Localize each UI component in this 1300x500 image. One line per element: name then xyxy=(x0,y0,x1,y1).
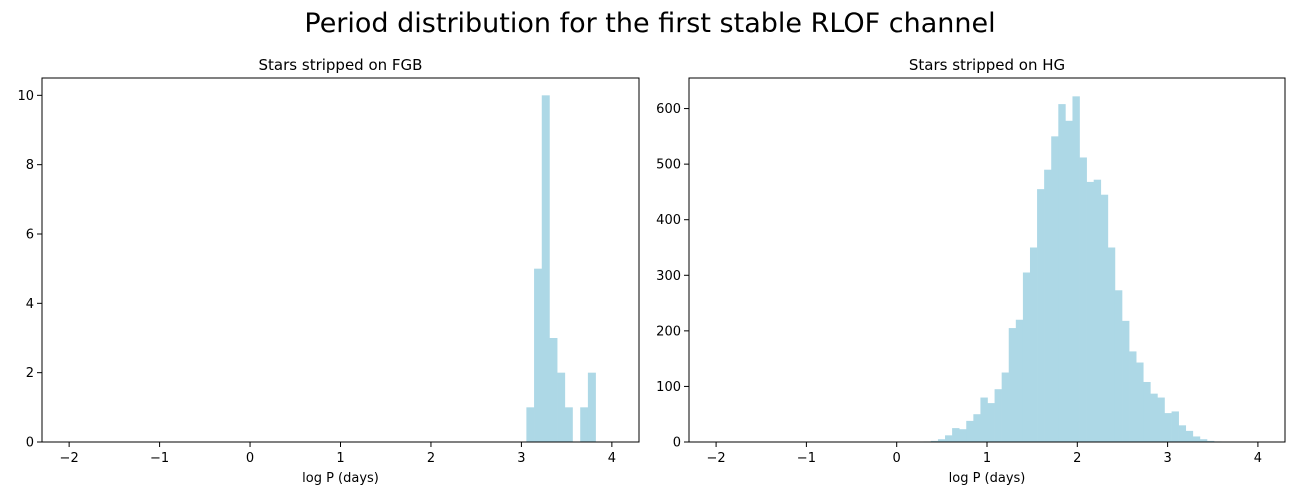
hg-bar-12 xyxy=(1008,328,1017,442)
fgb-x-tick-label-1: −1 xyxy=(150,451,169,466)
fgb-y-tick-label-4: 8 xyxy=(26,158,34,173)
hg-y-tick-label-4: 400 xyxy=(656,213,681,228)
hg-bar-26 xyxy=(1107,247,1116,442)
fgb-y-tick-label-1: 2 xyxy=(26,366,34,381)
fgb-y-axis: 0 2 4 6 8 10 xyxy=(17,89,42,451)
hg-bar-3 xyxy=(945,435,953,442)
hg-y-tick-label-2: 200 xyxy=(656,324,681,339)
panel-fgb: Stars stripped on FGB −2 −1 0 1 2 3 4 0246810 … xyxy=(17,56,640,486)
hg-bar-28 xyxy=(1122,320,1130,442)
hg-bar-29 xyxy=(1129,351,1137,442)
fgb-bar-7 xyxy=(587,372,596,442)
hg-y-tick-label-1: 100 xyxy=(656,380,681,395)
hg-x-tick-label-3: 1 xyxy=(983,451,991,466)
fgb-x-tick-label-0: −2 xyxy=(60,451,79,466)
panel-title-hg: Stars stripped on HG xyxy=(909,56,1065,74)
hg-bar-20 xyxy=(1065,120,1073,443)
fgb-x-tick-label-3: 1 xyxy=(336,451,344,466)
hg-bar-1 xyxy=(930,440,939,442)
hg-bar-34 xyxy=(1164,413,1172,442)
hg-bar-17 xyxy=(1044,169,1052,443)
fgb-y-tick-label-2: 4 xyxy=(26,297,34,312)
panel-title-fgb: Stars stripped on FGB xyxy=(259,56,423,74)
hg-x-tick-label-1: −1 xyxy=(797,451,816,466)
fgb-bars xyxy=(526,95,596,442)
hg-bar-25 xyxy=(1100,194,1109,442)
hg-bar-14 xyxy=(1022,272,1031,442)
hg-bar-6 xyxy=(966,420,974,442)
fgb-y-tick-label-3: 6 xyxy=(26,228,34,243)
hg-x-tick-label-5: 3 xyxy=(1163,451,1171,466)
hg-bar-33 xyxy=(1157,397,1165,442)
hg-x-tick-label-2: 0 xyxy=(893,451,901,466)
hg-bar-30 xyxy=(1136,362,1144,442)
fgb-x-tick-label-4: 2 xyxy=(427,451,435,466)
figure-title: Period distribution for the first stable… xyxy=(304,8,995,39)
hg-bar-18 xyxy=(1051,136,1059,443)
hg-bar-2 xyxy=(937,439,946,442)
hg-y-axis: 0 100 200 300 400 500 600 xyxy=(656,102,689,451)
fgb-bar-0 xyxy=(526,407,535,442)
fgb-bar-5 xyxy=(564,407,573,442)
hg-bar-10 xyxy=(994,389,1002,442)
hg-bar-27 xyxy=(1114,290,1123,442)
hg-bar-31 xyxy=(1143,381,1151,442)
fgb-bar-2 xyxy=(541,95,550,442)
hg-x-tick-label-6: 4 xyxy=(1254,451,1262,466)
hg-bar-7 xyxy=(973,414,981,442)
panel-hg: Stars stripped on HG −2 −1 0 1 2 3 4 0 100 200 30… xyxy=(656,56,1286,486)
hg-bar-23 xyxy=(1086,181,1095,443)
fgb-x-tick-label-5: 3 xyxy=(517,451,525,466)
hg-bar-13 xyxy=(1015,319,1024,442)
fgb-bar-3 xyxy=(549,338,558,442)
hg-bar-24 xyxy=(1093,179,1102,443)
hg-x-axis: −2 −1 0 1 2 3 4 xyxy=(707,442,1262,466)
hg-bar-37 xyxy=(1185,430,1194,442)
fgb-y-tick-label-0: 0 xyxy=(26,436,34,451)
hg-x-tick-label-0: −2 xyxy=(707,451,726,466)
hg-bar-4 xyxy=(952,428,960,442)
hg-x-axis-label: log P (days) xyxy=(949,471,1026,486)
hg-bar-15 xyxy=(1029,247,1038,442)
hg-bar-21 xyxy=(1072,96,1080,442)
hg-axes-frame xyxy=(688,77,1286,443)
hg-y-tick-label-0: 0 xyxy=(673,436,681,451)
hg-bar-38 xyxy=(1192,436,1201,442)
hg-bar-19 xyxy=(1058,104,1066,443)
hg-x-tick-label-4: 2 xyxy=(1073,451,1081,466)
hg-bars xyxy=(923,96,1222,443)
fgb-y-tick-label-5: 10 xyxy=(17,89,34,104)
hg-y-tick-label-5: 500 xyxy=(656,158,681,173)
hg-bar-8 xyxy=(980,397,988,442)
fgb-x-tick-label-2: 0 xyxy=(246,451,254,466)
fgb-x-tick-label-6: 4 xyxy=(608,451,616,466)
fgb-axes-frame xyxy=(41,77,640,443)
hg-bar-36 xyxy=(1178,425,1187,442)
hg-bar-35 xyxy=(1171,411,1179,442)
hg-bar-40 xyxy=(1206,440,1215,442)
fgb-bar-4 xyxy=(557,372,566,442)
hg-bar-11 xyxy=(1001,372,1010,442)
hg-bar-5 xyxy=(959,429,967,442)
hg-y-tick-label-3: 300 xyxy=(656,269,681,284)
hg-y-tick-label-6: 600 xyxy=(656,102,681,117)
fgb-bar-6 xyxy=(580,407,589,442)
hg-bar-16 xyxy=(1037,189,1045,442)
fgb-x-axis: −2 −1 0 1 2 3 4 xyxy=(60,442,616,466)
hg-bar-39 xyxy=(1199,439,1208,442)
fgb-bar-1 xyxy=(534,268,543,442)
hg-bar-22 xyxy=(1079,157,1087,443)
fgb-x-axis-label: log P (days) xyxy=(302,471,379,486)
hg-bar-9 xyxy=(987,403,995,442)
hg-bar-32 xyxy=(1150,393,1158,442)
